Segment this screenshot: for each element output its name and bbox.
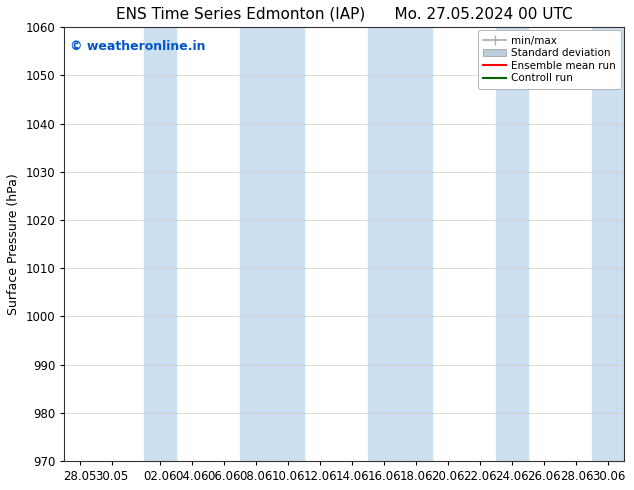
Bar [240,27,304,461]
Legend: min/max, Standard deviation, Ensemble mean run, Controll run: min/max, Standard deviation, Ensemble me… [478,30,621,89]
Text: © weatheronline.in: © weatheronline.in [70,40,205,53]
Bar [368,27,432,461]
Bar [592,27,624,461]
Bar [145,27,176,461]
Title: ENS Time Series Edmonton (IAP)      Mo. 27.05.2024 00 UTC: ENS Time Series Edmonton (IAP) Mo. 27.05… [116,7,573,22]
Y-axis label: Surface Pressure (hPa): Surface Pressure (hPa) [7,173,20,315]
Bar [496,27,528,461]
